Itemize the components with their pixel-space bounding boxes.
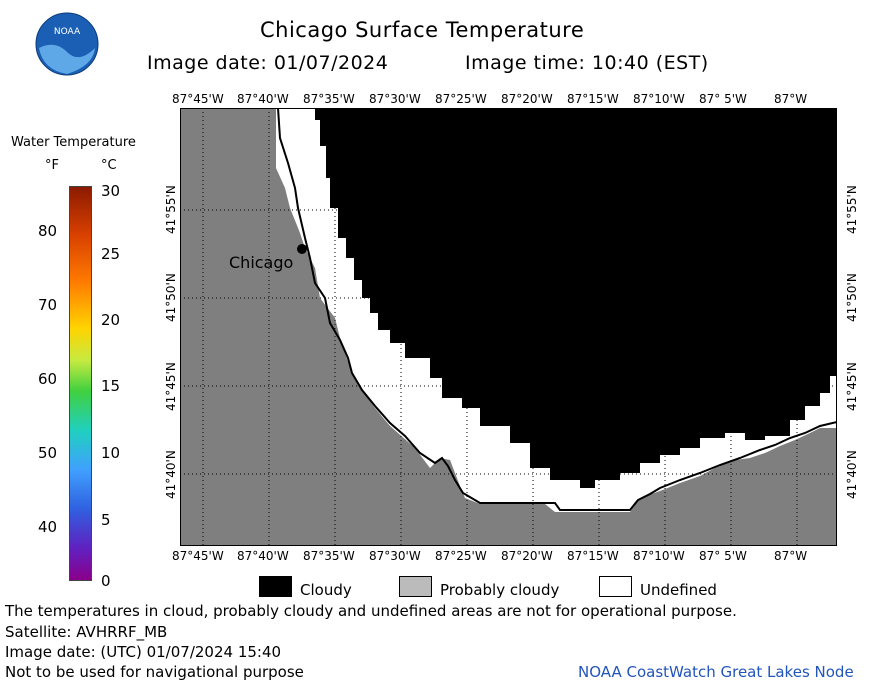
lon-label-bottom: 87°30'W [369,549,421,563]
lat-label-left: 41°55'N [164,185,178,234]
lon-label-top: 87°15'W [567,92,619,106]
satellite-text: Satellite: AVHRRF_MB [5,623,168,641]
lon-label-top: 87°25'W [435,92,487,106]
city-label-chicago: Chicago [229,253,294,272]
credit-link[interactable]: NOAA CoastWatch Great Lakes Node [578,663,854,681]
lon-label-top: 87°20'W [501,92,553,106]
lat-label-left: 41°50'N [164,273,178,322]
lat-label-right: 41°45'N [845,362,859,411]
legend-c-tick: 5 [101,511,111,529]
disclaimer-text: The temperatures in cloud, probably clou… [5,602,737,620]
legend-c-tick: 25 [101,245,121,263]
lat-label-left: 41°40'N [164,450,178,499]
lat-label-right: 41°55'N [845,185,859,234]
lon-label-top: 87°35'W [303,92,355,106]
key-cloudy-label: Cloudy [300,581,352,599]
lat-label-right: 41°50'N [845,273,859,322]
legend-c-tick: 15 [101,377,121,395]
image-date: Image date: 01/07/2024 [147,52,389,74]
legend-c-tick: 20 [101,311,121,329]
lon-label-bottom: 87°15'W [567,549,619,563]
key-cloudy-swatch [259,576,292,597]
legend-unit-f: °F [45,158,59,173]
graticule [180,108,837,546]
lon-label-top: 87°40'W [237,92,289,106]
lon-label-bottom: 87°35'W [303,549,355,563]
legend-c-tick: 10 [101,444,121,462]
map-border [180,108,837,546]
key-probably-cloudy-swatch [399,576,432,597]
legend-f-tick: 70 [38,296,58,314]
key-undefined-swatch [599,576,632,597]
lat-label-left: 41°45'N [164,362,178,411]
legend-c-tick: 30 [101,182,121,200]
legend-f-tick: 40 [38,518,58,536]
lon-label-top: 87°30'W [369,92,421,106]
legend-title: Water Temperature [11,135,136,150]
lat-label-right: 41°40'N [845,450,859,499]
chicago-marker [297,244,307,254]
lon-label-top: 87° 5'W [699,92,747,106]
lon-label-top: 87°45'W [172,92,224,106]
lon-label-bottom: 87° 5'W [699,549,747,563]
noaa-logo: NOAA [35,12,99,76]
navigation-warning: Not to be used for navigational purpose [5,663,304,681]
key-undefined-label: Undefined [640,581,717,599]
shoreline [277,108,837,511]
utc-date-text: Image date: (UTC) 01/07/2024 15:40 [5,643,282,661]
map-frame [180,108,837,546]
lon-label-bottom: 87°40'W [237,549,289,563]
legend-f-tick: 50 [38,444,58,462]
key-probably-cloudy-label: Probably cloudy [440,581,560,599]
legend-f-tick: 60 [38,370,58,388]
undefined-area [276,108,837,512]
logo-text: NOAA [54,27,81,37]
legend-c-tick: 0 [101,572,111,590]
lon-label-bottom: 87°25'W [435,549,487,563]
lon-label-top: 87°W [774,92,808,106]
lon-label-top: 87°10'W [633,92,685,106]
legend-unit-c: °C [101,158,117,173]
lon-label-bottom: 87°W [774,549,808,563]
image-time: Image time: 10:40 (EST) [465,52,709,74]
lon-label-bottom: 87°10'W [633,549,685,563]
temperature-color-bar [69,186,92,581]
legend-f-tick: 80 [38,222,58,240]
map-title: Chicago Surface Temperature [260,18,585,42]
lon-label-bottom: 87°45'W [172,549,224,563]
lon-label-bottom: 87°20'W [501,549,553,563]
